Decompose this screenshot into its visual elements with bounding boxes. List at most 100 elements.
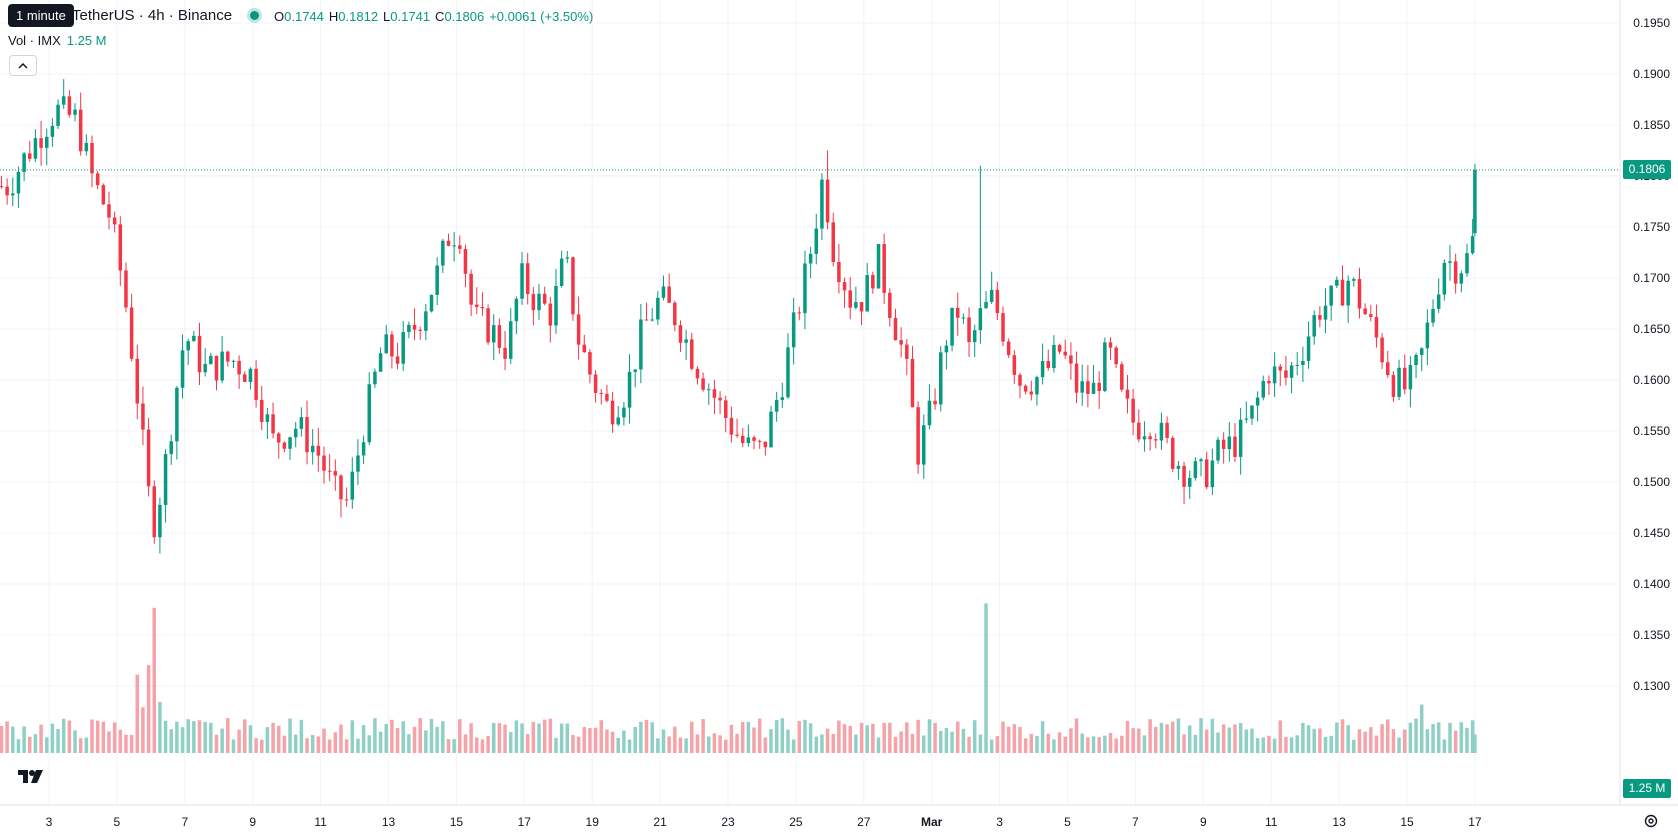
- volume-bar: [520, 723, 524, 753]
- candle-body: [1397, 367, 1401, 397]
- candle-body: [1369, 314, 1373, 317]
- candle-body: [1074, 363, 1079, 393]
- candle-body: [203, 364, 207, 373]
- volume-bar: [1187, 725, 1192, 753]
- candle-body: [463, 248, 468, 274]
- volume-bar: [1074, 718, 1079, 753]
- volume-bar: [1391, 729, 1396, 753]
- volume-bar: [497, 723, 502, 753]
- volume-bar: [395, 727, 400, 753]
- candle-body: [576, 314, 581, 345]
- volume-bar: [356, 738, 360, 753]
- candle-body: [192, 335, 196, 342]
- volume-bar: [226, 718, 230, 753]
- volume-bar: [938, 730, 943, 753]
- candle-body: [1052, 344, 1056, 369]
- volume-bar: [752, 727, 756, 753]
- candle-body: [786, 347, 790, 398]
- volume-bar: [124, 734, 128, 753]
- volume-bar: [1233, 724, 1237, 753]
- volume-bar: [961, 728, 966, 753]
- volume-bar: [1210, 718, 1215, 753]
- volume-bar: [622, 730, 626, 753]
- candle-body: [1103, 342, 1107, 392]
- volume-bar: [707, 736, 711, 753]
- volume-bar: [1312, 728, 1316, 753]
- volume-bar: [633, 726, 637, 753]
- volume-bar: [491, 722, 496, 753]
- candle-body: [73, 109, 77, 115]
- volume-bar: [56, 728, 60, 753]
- candle-body: [310, 445, 315, 453]
- symbol-title[interactable]: TetherUS · 4h · Binance: [72, 7, 233, 24]
- volume-bar: [186, 719, 190, 753]
- candle-body: [514, 298, 519, 322]
- collapse-legend-button[interactable]: [9, 55, 37, 76]
- volume-bar: [446, 739, 451, 753]
- candle-body: [1012, 355, 1017, 375]
- candle-body: [1165, 422, 1169, 438]
- candle-body: [1001, 313, 1005, 342]
- candle-body: [1006, 341, 1011, 356]
- volume-bar: [871, 723, 875, 753]
- volume-bar: [1318, 728, 1322, 753]
- volume-bar: [158, 701, 162, 753]
- volume-bar: [288, 718, 292, 753]
- settings-gear-icon[interactable]: [1643, 813, 1659, 834]
- candle-body: [135, 358, 140, 404]
- candle-body: [508, 321, 513, 359]
- volume-bar: [265, 727, 270, 753]
- candle-body: [0, 186, 4, 188]
- volume-bar: [118, 729, 123, 753]
- time-tick-label: 25: [789, 815, 803, 829]
- candle-body: [84, 142, 89, 152]
- volume-bar: [1125, 720, 1130, 753]
- volume-bar: [537, 723, 541, 753]
- volume-bar: [723, 739, 728, 753]
- candle-body: [559, 258, 564, 286]
- candle-body: [209, 355, 213, 365]
- volume-bar: [1182, 734, 1186, 753]
- candle-body: [1380, 337, 1384, 363]
- volume-bar: [475, 737, 479, 753]
- candle-body: [695, 368, 700, 379]
- volume-bar: [152, 607, 156, 753]
- volume-bar: [429, 718, 434, 753]
- candle-body: [1182, 465, 1186, 487]
- volume-bar: [180, 727, 185, 753]
- volume-bar: [1204, 729, 1209, 753]
- volume-bar: [243, 719, 247, 753]
- volume-legend[interactable]: Vol · IMX 1.25 M: [8, 33, 107, 48]
- candle-body: [876, 244, 881, 289]
- close-label: C: [435, 9, 445, 24]
- candle-body: [1125, 389, 1130, 399]
- candle-body: [774, 399, 779, 412]
- candle-body: [1374, 316, 1379, 338]
- candle-body: [475, 304, 479, 308]
- volume-bar: [1335, 722, 1339, 753]
- candle-body: [1335, 279, 1339, 286]
- candle-body: [865, 275, 869, 312]
- candle-body: [169, 441, 173, 455]
- volume-value: 1.25 M: [66, 33, 107, 48]
- volume-bar: [746, 721, 751, 753]
- volume-bar: [995, 736, 1000, 753]
- volume-bar: [299, 719, 304, 753]
- volume-bar: [1255, 738, 1260, 753]
- candle-body: [690, 339, 694, 369]
- candle-body: [33, 138, 38, 159]
- volume-bar: [1108, 732, 1113, 753]
- volume-bar: [316, 736, 321, 753]
- volume-bar: [50, 723, 55, 753]
- volume-bar: [859, 722, 864, 753]
- volume-bar: [1227, 727, 1232, 753]
- candle-body: [124, 270, 128, 308]
- candle-body: [146, 429, 151, 487]
- candle-body: [1114, 347, 1118, 365]
- volume-bar: [1459, 722, 1464, 753]
- candle-body: [1436, 294, 1441, 309]
- candle-body: [797, 312, 802, 314]
- price-tick-label: 0.1300: [1633, 679, 1670, 693]
- tradingview-logo-icon[interactable]: [16, 765, 46, 789]
